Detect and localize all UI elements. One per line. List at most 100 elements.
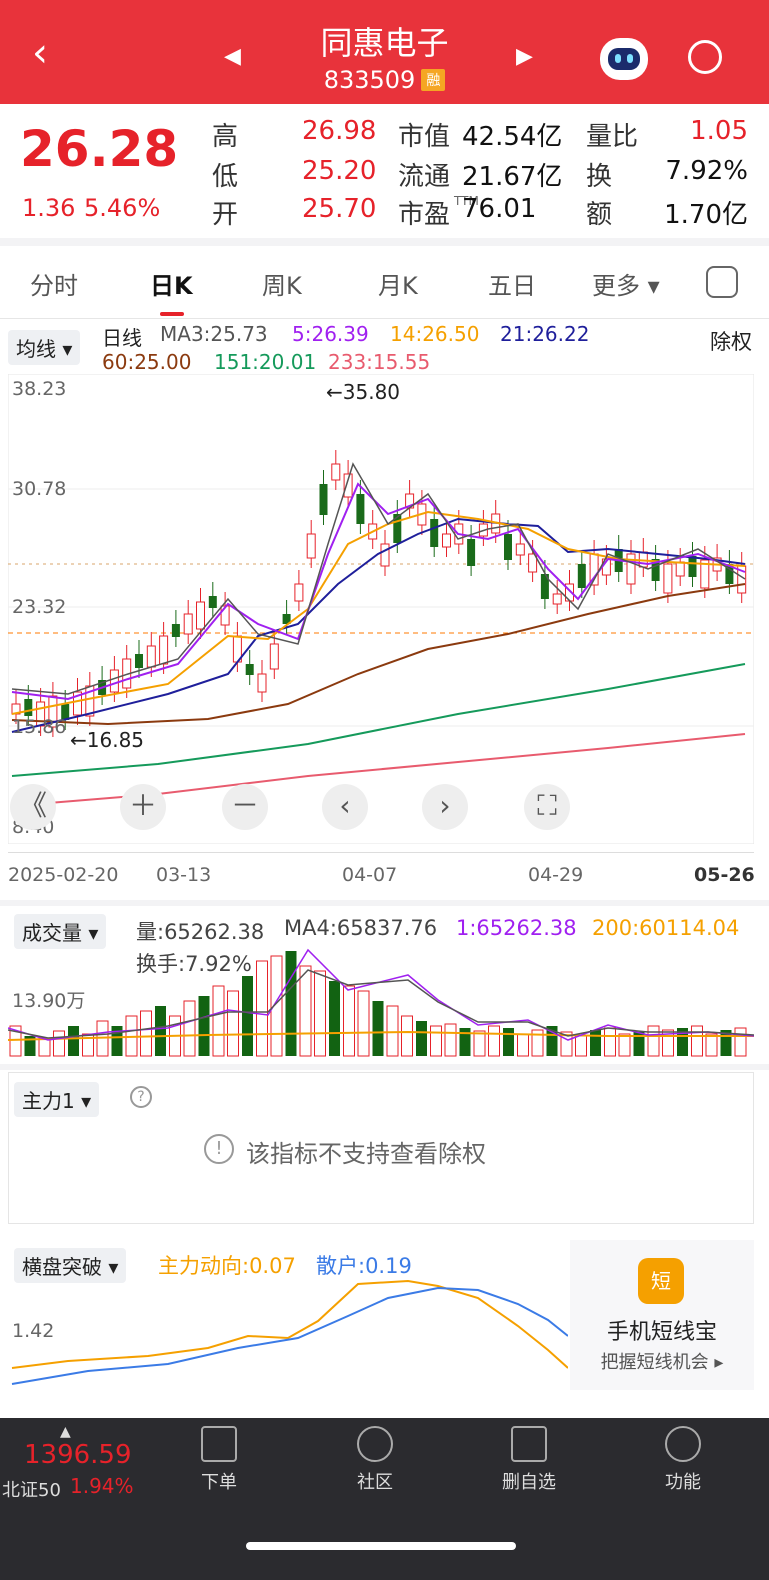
quote-value: 76.01 [462, 194, 537, 224]
zoom-out-icon[interactable]: － [222, 784, 268, 830]
divider [0, 1064, 769, 1070]
x-label-1: 03-13 [156, 864, 212, 886]
quote-label: 高 [212, 122, 239, 152]
zoom-in-icon[interactable]: ＋ [120, 784, 166, 830]
nav-functions[interactable]: 功能 [628, 1420, 738, 1494]
quote-value: 21.67亿 [462, 162, 563, 192]
collapse-icon[interactable]: 《 [10, 784, 56, 830]
nav-remove-watchlist[interactable]: 删自选 [474, 1420, 584, 1494]
turnover: 换手:7.92% [136, 952, 252, 976]
margin-badge: 融 [421, 69, 446, 91]
kline-chart[interactable] [8, 374, 754, 844]
x-label-0: 2025-02-20 [8, 864, 119, 886]
ma14-value: 14:26.50 [390, 322, 480, 346]
quote-label: 市值 [398, 122, 451, 152]
index-pct: 1.94% [70, 1474, 134, 1498]
hengpan-main: 主力动向:0.07 [158, 1254, 296, 1278]
tab-2[interactable]: 周K [262, 272, 302, 300]
star-circle-icon [357, 1426, 393, 1462]
quote-value: 42.54亿 [462, 122, 563, 152]
quote-value: 1.70亿 [664, 200, 748, 230]
document-icon [201, 1426, 237, 1462]
high-marker: ←35.80 [326, 380, 401, 404]
stock-name: 同惠电子 [320, 24, 449, 62]
volume-chart [8, 948, 754, 1057]
search-icon[interactable] [688, 40, 722, 74]
info-icon: ! [204, 1134, 234, 1164]
quote-label: 开 [212, 200, 239, 230]
ad-card[interactable]: 短 手机短线宝 把握短线机会 ▸ [570, 1240, 754, 1390]
back-icon[interactable]: ‹ [32, 30, 48, 76]
volume-amount: 量:65262.38 [136, 920, 265, 944]
x-label-4: 05-26 [694, 864, 755, 886]
current-price: 26.28 [20, 120, 179, 178]
ma-label: 日线 [102, 326, 142, 350]
ad-title: 手机短线宝 [606, 1320, 717, 1345]
next-stock-icon[interactable]: ▶ [516, 44, 533, 69]
quote-label: 市盈 [398, 200, 451, 230]
low-marker: ←16.85 [70, 728, 145, 752]
minus-square-icon [511, 1426, 547, 1462]
quote-label: 额 [586, 200, 613, 230]
fullscreen-icon[interactable]: ⛶ [524, 784, 570, 830]
stock-code: 833509 融 [0, 66, 769, 94]
x-label-3: 04-29 [528, 864, 584, 886]
ad-subtitle: 把握短线机会 ▸ [600, 1352, 724, 1373]
divider [0, 900, 769, 906]
ma151-value: 151:20.01 [214, 350, 317, 374]
index-name: 北证50 [2, 1480, 61, 1501]
divider [0, 238, 769, 246]
hengpan-button[interactable]: 横盘突破 ▾ [14, 1248, 127, 1283]
quote-value: 25.20 [302, 156, 377, 186]
volume-button[interactable]: 成交量 ▾ [14, 914, 107, 949]
x-label-2: 04-07 [342, 864, 398, 886]
price-change-pct: 5.46% [84, 194, 161, 222]
index-value[interactable]: 1396.59 [24, 1440, 132, 1470]
ma60-value: 60:25.00 [102, 350, 192, 374]
tab-5[interactable]: 更多 ▾ [592, 272, 660, 300]
tab-1[interactable]: 日K [150, 272, 193, 300]
tab-indicator [160, 312, 184, 316]
price-change: 1.36 [22, 194, 76, 222]
menu-circle-icon [665, 1426, 701, 1462]
quote-label: 低 [212, 162, 239, 192]
help-icon[interactable]: ? [130, 1086, 152, 1108]
right-icon[interactable]: › [422, 784, 468, 830]
ma233-value: 233:15.55 [328, 350, 431, 374]
y-label-2: 30.78 [12, 478, 67, 500]
ttm-label: TTM [454, 194, 479, 208]
volume-y-label: 13.90万 [12, 990, 86, 1012]
nav-community[interactable]: 社区 [320, 1420, 430, 1494]
nav-order[interactable]: 下单 [164, 1420, 274, 1494]
zhuli-panel [8, 1072, 754, 1224]
hengpan-chart [11, 1279, 568, 1385]
quote-value: 7.92% [665, 156, 748, 186]
hengpan-y-label: 1.42 [12, 1320, 55, 1342]
robot-icon[interactable] [600, 38, 648, 80]
prev-stock-icon[interactable]: ◀ [224, 44, 241, 69]
y-label-4: 15.86 [12, 716, 67, 738]
adjust-button[interactable]: 除权 [710, 330, 752, 354]
y-label-top: 38.23 [12, 378, 67, 400]
ma3-value: MA3:25.73 [160, 322, 268, 346]
settings-hexagon-icon[interactable] [706, 266, 738, 298]
left-icon[interactable]: ‹ [322, 784, 368, 830]
tab-0[interactable]: 分时 [30, 272, 78, 300]
quote-label: 流通 [398, 162, 451, 192]
tab-3[interactable]: 月K [378, 272, 418, 300]
x-axis [8, 852, 754, 853]
volume-ma1: 1:65262.38 [456, 916, 577, 940]
up-arrow-icon: ▲ [60, 1424, 71, 1440]
quote-label: 换 [586, 162, 613, 192]
zhuli-button[interactable]: 主力1 ▾ [14, 1082, 100, 1117]
ma21-value: 21:26.22 [500, 322, 590, 346]
ma-button[interactable]: 均线 ▾ [8, 330, 81, 365]
top-header: ‹ ◀ 同惠电子 833509 融 ▶ [0, 0, 769, 104]
tab-4[interactable]: 五日 [488, 272, 536, 300]
volume-ma200: 200:60114.04 [592, 916, 740, 940]
hengpan-retail: 散户:0.19 [316, 1254, 412, 1278]
quote-value: 1.05 [690, 116, 748, 146]
home-indicator [246, 1542, 516, 1550]
quote-value: 25.70 [302, 194, 377, 224]
quote-label: 量比 [586, 122, 639, 152]
